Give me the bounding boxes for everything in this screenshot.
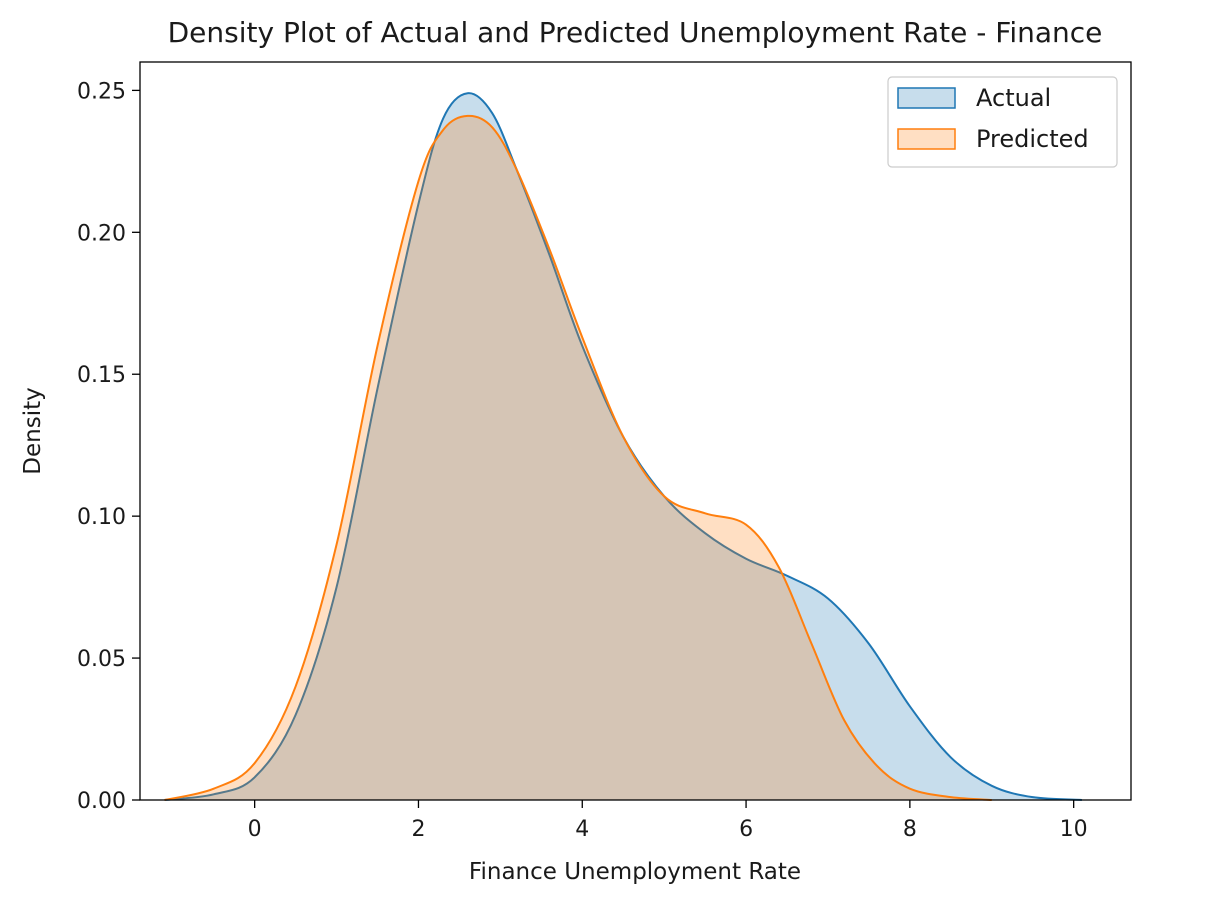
legend: Actual Predicted [887,76,1118,168]
x-tick-label: 10 [1060,817,1088,842]
series-layer [164,92,1082,801]
y-tick-label: 0.00 [77,789,126,814]
x-axis: 0 2 4 6 8 10 [248,800,1088,842]
legend-label-predicted: Predicted [976,125,1089,153]
x-tick-label: 4 [575,817,589,842]
x-tick-label: 8 [903,817,917,842]
x-tick-label: 6 [739,817,753,842]
legend-swatch-predicted [897,128,956,150]
x-tick-label: 2 [411,817,425,842]
series-predicted-line [164,114,992,801]
y-axis: 0.00 0.05 0.10 0.15 0.20 0.25 [77,79,140,814]
y-axis-label: Density [20,387,46,474]
y-tick-label: 0.10 [77,505,126,530]
y-tick-label: 0.25 [77,79,126,104]
y-tick-label: 0.05 [77,647,126,672]
y-tick-label: 0.15 [77,363,126,388]
y-tick-label: 0.20 [77,221,126,246]
series-predicted-area [164,115,992,800]
x-tick-label: 0 [248,817,262,842]
series-actual-area [164,93,1082,801]
x-axis-label: Finance Unemployment Rate [469,859,801,885]
legend-swatch-actual [897,87,956,109]
series-actual-line [164,92,1082,801]
legend-label-actual: Actual [976,84,1051,112]
legend-frame [887,76,1118,168]
chart-title: Density Plot of Actual and Predicted Une… [168,16,1103,49]
plot-frame [139,61,1132,801]
